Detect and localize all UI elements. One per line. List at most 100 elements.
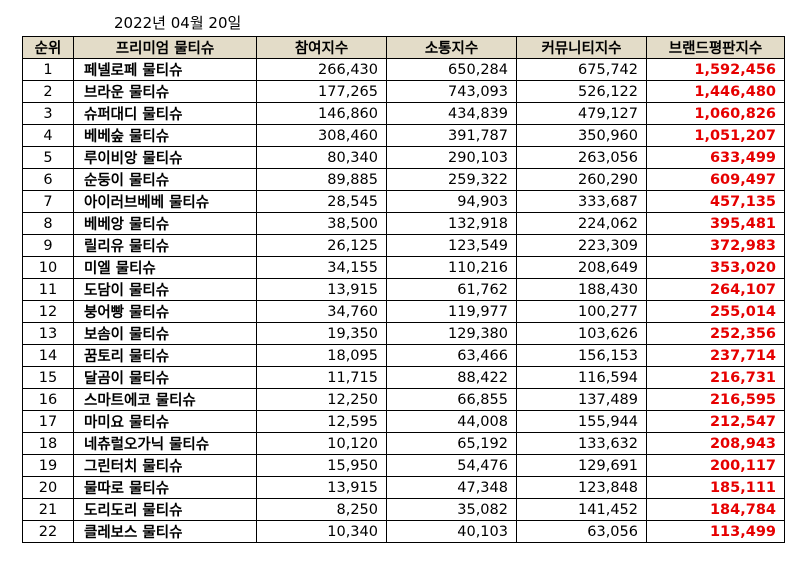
communication-cell: 94,903 — [386, 190, 517, 213]
communication-cell: 129,380 — [386, 322, 517, 345]
community-cell: 116,594 — [516, 366, 647, 389]
rank-cell: 19 — [22, 454, 74, 477]
community-cell: 155,944 — [516, 410, 647, 433]
table-row: 1 페넬로페 물티슈 266,430 650,284 675,742 1,592,456 — [22, 58, 785, 81]
participation-cell: 177,265 — [256, 80, 387, 103]
reputation-score-cell: 633,499 — [646, 146, 785, 169]
brand-name-cell: 도담이 물티슈 — [73, 278, 257, 301]
participation-cell: 18,095 — [256, 344, 387, 367]
table-row: 9 릴리유 물티슈 26,125 123,549 223,309 372,983 — [22, 234, 785, 257]
table-row: 6 순둥이 물티슈 89,885 259,322 260,290 609,497 — [22, 168, 785, 191]
brand-reputation-table: 순위 프리미엄 물티슈 참여지수 소통지수 커뮤니티지수 브랜드평판지수 1 페넬… — [22, 36, 785, 543]
rank-cell: 7 — [22, 190, 74, 213]
brand-name-cell: 네츄럴오가닉 물티슈 — [73, 432, 257, 455]
communication-cell: 44,008 — [386, 410, 517, 433]
communication-cell: 434,839 — [386, 102, 517, 125]
communication-cell: 66,855 — [386, 388, 517, 411]
brand-name-cell: 아이러브베베 물티슈 — [73, 190, 257, 213]
rank-cell: 20 — [22, 476, 74, 499]
community-cell: 350,960 — [516, 124, 647, 147]
community-cell: 224,062 — [516, 212, 647, 235]
header-rank: 순위 — [22, 36, 74, 59]
community-cell: 479,127 — [516, 102, 647, 125]
brand-name-cell: 그린터치 물티슈 — [73, 454, 257, 477]
communication-cell: 61,762 — [386, 278, 517, 301]
community-cell: 263,056 — [516, 146, 647, 169]
brand-name-cell: 달곰이 물티슈 — [73, 366, 257, 389]
header-reputation: 브랜드평판지수 — [646, 36, 785, 59]
community-cell: 133,632 — [516, 432, 647, 455]
header-communication: 소통지수 — [386, 36, 517, 59]
table-row: 21 도리도리 물티슈 8,250 35,082 141,452 184,784 — [22, 498, 785, 521]
participation-cell: 8,250 — [256, 498, 387, 521]
rank-cell: 5 — [22, 146, 74, 169]
participation-cell: 89,885 — [256, 168, 387, 191]
rank-cell: 4 — [22, 124, 74, 147]
communication-cell: 650,284 — [386, 58, 517, 81]
rank-cell: 10 — [22, 256, 74, 279]
rank-cell: 3 — [22, 102, 74, 125]
community-cell: 188,430 — [516, 278, 647, 301]
participation-cell: 12,250 — [256, 388, 387, 411]
brand-name-cell: 순둥이 물티슈 — [73, 168, 257, 191]
brand-name-cell: 보솜이 물티슈 — [73, 322, 257, 345]
participation-cell: 19,350 — [256, 322, 387, 345]
header-participation: 참여지수 — [256, 36, 387, 59]
table-row: 19 그린터치 물티슈 15,950 54,476 129,691 200,117 — [22, 454, 785, 477]
brand-name-cell: 마미요 물티슈 — [73, 410, 257, 433]
table-row: 12 붕어빵 물티슈 34,760 119,977 100,277 255,014 — [22, 300, 785, 323]
reputation-score-cell: 1,446,480 — [646, 80, 785, 103]
rank-cell: 14 — [22, 344, 74, 367]
reputation-score-cell: 1,051,207 — [646, 124, 785, 147]
participation-cell: 28,545 — [256, 190, 387, 213]
table-row: 7 아이러브베베 물티슈 28,545 94,903 333,687 457,135 — [22, 190, 785, 213]
reputation-score-cell: 353,020 — [646, 256, 785, 279]
participation-cell: 80,340 — [256, 146, 387, 169]
table-row: 5 루이비앙 물티슈 80,340 290,103 263,056 633,499 — [22, 146, 785, 169]
table-row: 14 꿈토리 물티슈 18,095 63,466 156,153 237,714 — [22, 344, 785, 367]
brand-name-cell: 붕어빵 물티슈 — [73, 300, 257, 323]
reputation-score-cell: 216,595 — [646, 388, 785, 411]
communication-cell: 35,082 — [386, 498, 517, 521]
rank-cell: 15 — [22, 366, 74, 389]
participation-cell: 10,120 — [256, 432, 387, 455]
brand-name-cell: 슈퍼대디 물티슈 — [73, 102, 257, 125]
community-cell: 333,687 — [516, 190, 647, 213]
brand-name-cell: 꿈토리 물티슈 — [73, 344, 257, 367]
reputation-score-cell: 255,014 — [646, 300, 785, 323]
community-cell: 526,122 — [516, 80, 647, 103]
table-row: 15 달곰이 물티슈 11,715 88,422 116,594 216,731 — [22, 366, 785, 389]
header-brand: 프리미엄 물티슈 — [73, 36, 257, 59]
reputation-score-cell: 252,356 — [646, 322, 785, 345]
communication-cell: 132,918 — [386, 212, 517, 235]
reputation-score-cell: 237,714 — [646, 344, 785, 367]
brand-name-cell: 브라운 물티슈 — [73, 80, 257, 103]
rank-cell: 21 — [22, 498, 74, 521]
table-row: 2 브라운 물티슈 177,265 743,093 526,122 1,446,480 — [22, 80, 785, 103]
rank-cell: 9 — [22, 234, 74, 257]
community-cell: 141,452 — [516, 498, 647, 521]
reputation-score-cell: 113,499 — [646, 520, 785, 543]
reputation-score-cell: 185,111 — [646, 476, 785, 499]
participation-cell: 12,595 — [256, 410, 387, 433]
header-community: 커뮤니티지수 — [516, 36, 647, 59]
community-cell: 100,277 — [516, 300, 647, 323]
participation-cell: 15,950 — [256, 454, 387, 477]
community-cell: 129,691 — [516, 454, 647, 477]
community-cell: 137,489 — [516, 388, 647, 411]
participation-cell: 266,430 — [256, 58, 387, 81]
communication-cell: 119,977 — [386, 300, 517, 323]
table-row: 11 도담이 물티슈 13,915 61,762 188,430 264,107 — [22, 278, 785, 301]
rank-cell: 12 — [22, 300, 74, 323]
communication-cell: 743,093 — [386, 80, 517, 103]
rank-cell: 22 — [22, 520, 74, 543]
participation-cell: 13,915 — [256, 278, 387, 301]
community-cell: 223,309 — [516, 234, 647, 257]
table-row: 13 보솜이 물티슈 19,350 129,380 103,626 252,356 — [22, 322, 785, 345]
reputation-score-cell: 200,117 — [646, 454, 785, 477]
reputation-score-cell: 216,731 — [646, 366, 785, 389]
participation-cell: 38,500 — [256, 212, 387, 235]
table-row: 8 베베앙 물티슈 38,500 132,918 224,062 395,481 — [22, 212, 785, 235]
brand-name-cell: 루이비앙 물티슈 — [73, 146, 257, 169]
community-cell: 156,153 — [516, 344, 647, 367]
